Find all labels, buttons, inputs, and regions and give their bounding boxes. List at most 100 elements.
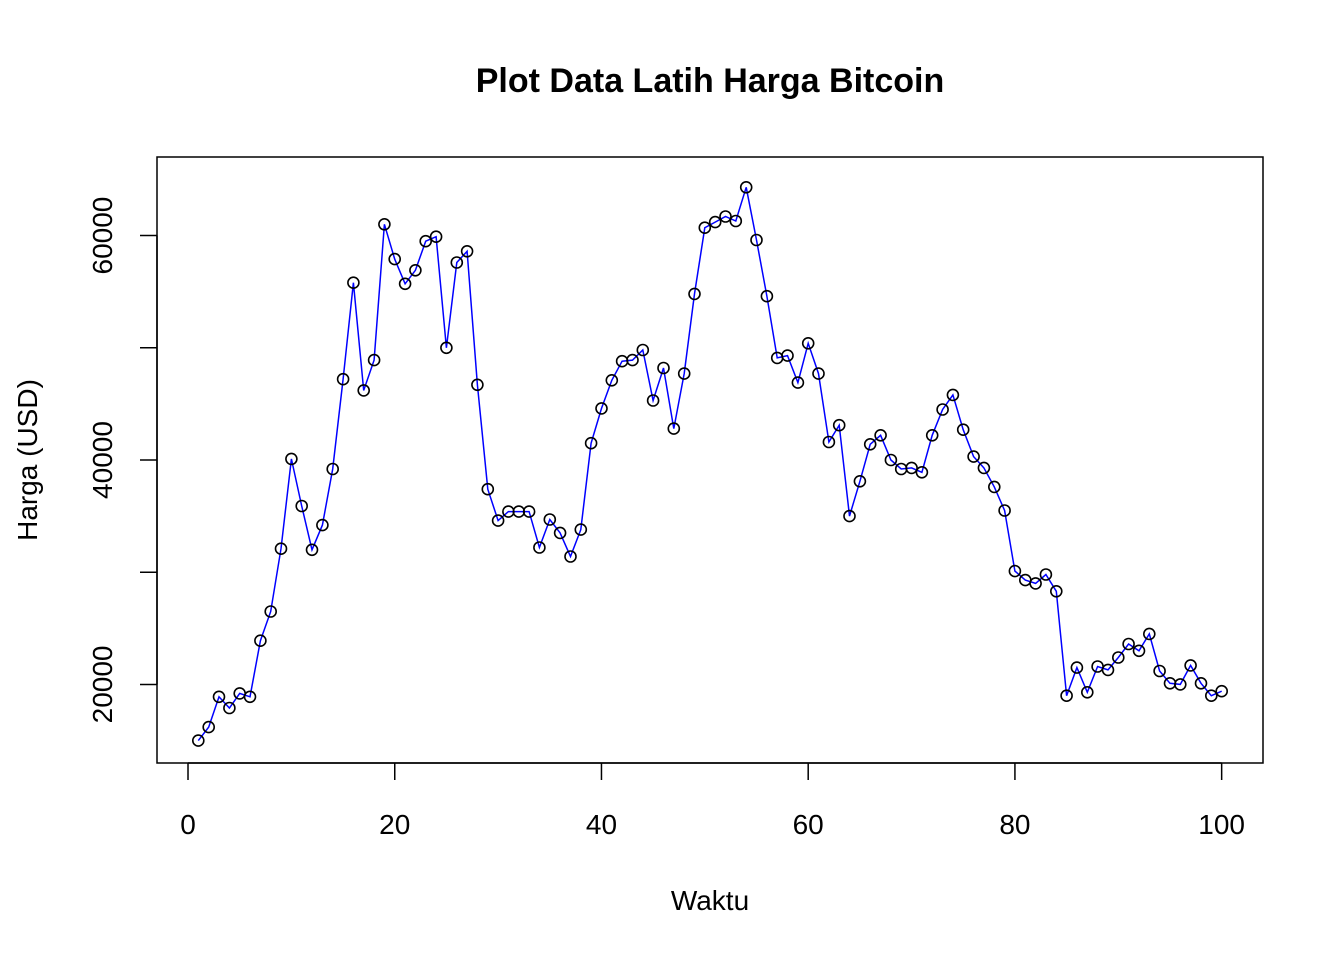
data-point bbox=[781, 349, 794, 362]
data-point bbox=[223, 701, 236, 715]
data-point bbox=[409, 263, 422, 277]
data-point bbox=[657, 361, 670, 375]
data-point bbox=[967, 450, 980, 463]
data-point bbox=[708, 215, 722, 229]
data-point bbox=[347, 276, 360, 290]
y-axis: 20000 40000 60000 bbox=[87, 197, 158, 724]
data-point bbox=[1153, 664, 1166, 678]
data-point bbox=[274, 542, 288, 556]
data-point bbox=[574, 523, 588, 536]
data-point bbox=[1205, 689, 1218, 703]
data-point bbox=[832, 418, 846, 432]
data-point bbox=[1112, 651, 1125, 664]
data-point bbox=[636, 343, 650, 357]
data-point bbox=[626, 353, 639, 367]
data-point bbox=[998, 504, 1011, 517]
data-point bbox=[264, 605, 278, 618]
x-tick-label: 20 bbox=[379, 809, 410, 840]
data-point bbox=[202, 720, 215, 734]
data-point bbox=[440, 341, 453, 355]
data-point bbox=[987, 480, 1001, 494]
y-tick-label: 20000 bbox=[87, 646, 118, 724]
data-point bbox=[305, 543, 319, 557]
data-point bbox=[471, 378, 484, 392]
x-tick-label: 80 bbox=[999, 809, 1030, 840]
data-point bbox=[564, 550, 577, 563]
data-point bbox=[543, 513, 557, 526]
data-point bbox=[1184, 659, 1197, 672]
data-point bbox=[450, 256, 464, 269]
data-point bbox=[357, 384, 371, 397]
data-point bbox=[874, 428, 887, 442]
data-point bbox=[729, 214, 743, 228]
x-tick-label: 40 bbox=[586, 809, 617, 840]
data-point bbox=[812, 367, 825, 380]
data-point bbox=[243, 690, 257, 704]
data-point bbox=[760, 289, 774, 303]
data-point bbox=[398, 277, 412, 291]
data-point bbox=[605, 373, 619, 387]
y-tick-label: 60000 bbox=[87, 197, 118, 275]
data-point bbox=[925, 428, 939, 442]
data-point bbox=[285, 452, 298, 466]
data-point bbox=[801, 336, 815, 350]
data-point bbox=[698, 221, 712, 234]
y-axis-label: Harga (USD) bbox=[12, 379, 43, 541]
data-point bbox=[915, 465, 929, 479]
data-point bbox=[905, 461, 918, 475]
x-axis: 0 20 40 60 80 100 bbox=[180, 762, 1245, 840]
data-point bbox=[1050, 584, 1063, 598]
x-tick-label: 0 bbox=[180, 809, 196, 840]
data-points bbox=[192, 181, 1228, 747]
data-point bbox=[688, 287, 701, 301]
data-point bbox=[584, 436, 598, 450]
data-point bbox=[481, 482, 495, 496]
data-point bbox=[1215, 684, 1228, 698]
data-point bbox=[791, 376, 805, 389]
data-point bbox=[750, 233, 763, 247]
y-tick-label: 40000 bbox=[87, 421, 118, 499]
data-point bbox=[822, 435, 836, 449]
data-point bbox=[429, 230, 443, 243]
x-tick-label: 100 bbox=[1198, 809, 1245, 840]
data-point bbox=[595, 402, 608, 415]
data-point bbox=[1060, 689, 1073, 703]
data-point bbox=[1039, 568, 1053, 581]
data-point bbox=[254, 634, 267, 648]
data-point bbox=[378, 218, 391, 231]
data-point bbox=[212, 690, 226, 704]
data-point bbox=[1029, 577, 1042, 590]
data-point bbox=[977, 461, 991, 475]
data-point bbox=[677, 367, 691, 380]
data-point bbox=[419, 234, 433, 248]
data-point bbox=[295, 499, 309, 513]
data-point bbox=[936, 403, 949, 416]
data-point bbox=[522, 505, 536, 518]
data-point bbox=[739, 181, 753, 194]
data-point bbox=[956, 423, 970, 437]
data-point bbox=[388, 252, 402, 266]
data-point bbox=[667, 422, 681, 435]
data-point bbox=[1070, 661, 1084, 674]
data-point bbox=[1174, 678, 1187, 691]
data-point bbox=[491, 514, 505, 527]
chart-title: Plot Data Latih Harga Bitcoin bbox=[476, 62, 945, 100]
data-point bbox=[1122, 637, 1135, 651]
data-point bbox=[946, 388, 960, 402]
x-axis-label: Waktu bbox=[671, 885, 749, 916]
data-point bbox=[1081, 685, 1094, 699]
x-tick-label: 60 bbox=[793, 809, 824, 840]
data-point bbox=[1101, 663, 1115, 677]
data-point bbox=[1008, 564, 1022, 578]
data-point bbox=[336, 372, 350, 386]
data-point bbox=[533, 541, 546, 554]
data-point bbox=[884, 453, 898, 467]
series-line bbox=[197, 187, 1222, 742]
data-point bbox=[192, 734, 205, 747]
data-point bbox=[719, 210, 732, 223]
data-point bbox=[863, 437, 877, 451]
data-point bbox=[853, 474, 867, 488]
data-point bbox=[460, 245, 474, 258]
data-point bbox=[1132, 644, 1146, 658]
